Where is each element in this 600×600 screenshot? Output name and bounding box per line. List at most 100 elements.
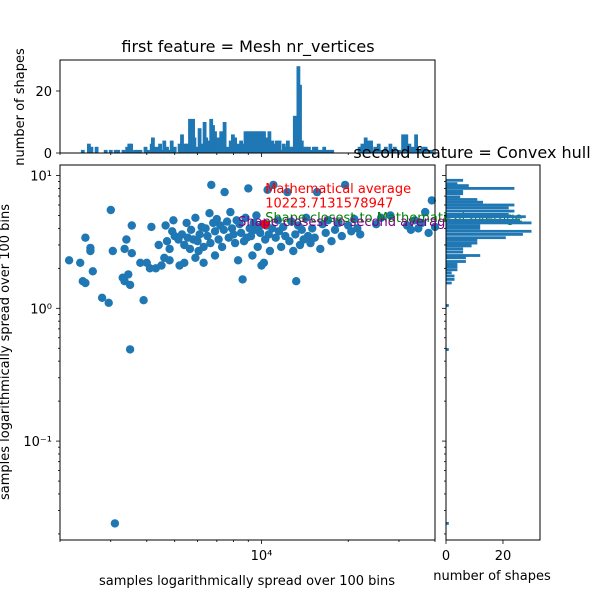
top-histogram-bar — [160, 149, 164, 153]
top-histogram-bar — [162, 140, 167, 153]
scatter-y-label: samples logarithmically spread over 100 … — [0, 204, 13, 500]
top-histogram-bar — [429, 149, 434, 153]
right-histogram-bar — [446, 187, 515, 190]
right-histogram-bar — [446, 213, 509, 216]
right-histogram-bar — [446, 244, 472, 248]
top-histogram-bar — [121, 149, 126, 153]
top-histogram-bar — [265, 137, 269, 153]
top-histogram-bar — [183, 143, 188, 153]
scatter-point — [230, 238, 240, 248]
top-histogram-bar — [357, 146, 362, 153]
top-histogram-bar — [195, 146, 200, 153]
top-histogram-bar — [249, 131, 253, 153]
top-histogram-bar — [211, 125, 215, 153]
top-histogram-bar — [369, 140, 373, 153]
scatter-point — [330, 225, 340, 234]
scatter-point — [376, 213, 386, 222]
scatter-point — [421, 207, 430, 217]
scatter-point — [316, 244, 325, 254]
top-histogram-bar — [108, 149, 113, 153]
top-histogram-bar — [138, 149, 143, 153]
right-histogram-bar — [446, 227, 481, 230]
scatter-point — [233, 256, 243, 265]
right-histogram-frame — [445, 164, 541, 541]
scatter-point — [235, 220, 244, 229]
scatter-point — [302, 213, 311, 222]
top-histogram-bar — [360, 143, 365, 153]
top-histogram-bar — [240, 143, 245, 153]
scatter-point — [241, 213, 250, 222]
scatter-point — [207, 180, 216, 190]
scatter-point — [136, 258, 145, 267]
top-histogram-bar — [376, 143, 381, 153]
scatter-point — [195, 230, 204, 239]
top-histogram-bar — [312, 146, 316, 153]
top-histogram-bar — [388, 143, 393, 153]
top-histogram-bar — [87, 143, 91, 153]
scatter-point — [76, 258, 85, 267]
top-histogram-bar — [94, 146, 99, 153]
top-histogram-bar — [225, 146, 230, 153]
scatter-point — [81, 278, 90, 288]
scatter-point — [86, 243, 95, 253]
scatter-point — [199, 242, 208, 252]
scatter-point — [122, 235, 131, 244]
scatter-point — [139, 296, 148, 305]
top-histogram-bar — [103, 149, 108, 153]
scatter-point — [424, 228, 433, 238]
top-histogram-bar — [220, 137, 225, 153]
top-histogram-bar — [116, 149, 120, 153]
top-histogram-bar — [309, 149, 314, 153]
top-histogram-bar — [89, 146, 94, 153]
top-histogram-bar — [233, 137, 237, 153]
x-tick-label: 10⁴ — [251, 549, 273, 564]
scatter-point — [219, 225, 228, 234]
right-histogram-bar — [446, 184, 469, 187]
scatter-point — [238, 275, 247, 284]
top-histogram-bar — [158, 143, 162, 153]
scatter-point — [226, 207, 235, 217]
top-histogram-bar — [414, 134, 418, 153]
top-histogram-bar — [288, 146, 293, 153]
top-histogram-bar — [216, 137, 221, 153]
scatter-point — [427, 196, 436, 205]
scatter-point — [268, 224, 277, 233]
scatter-point — [291, 230, 300, 239]
right-histogram-bar — [446, 268, 458, 272]
top-histogram-bar — [231, 134, 235, 153]
scatter-point — [265, 246, 275, 256]
scatter-point — [285, 237, 294, 246]
scatter-point — [210, 227, 220, 236]
right-histogram-bar — [446, 247, 464, 251]
scatter-point — [186, 225, 196, 234]
scatter-point — [220, 187, 229, 197]
scatter-point — [125, 280, 135, 290]
scatter-point — [110, 519, 120, 528]
top-histogram-bar — [172, 146, 177, 153]
right-histogram-bar — [446, 206, 509, 210]
scatter-point — [108, 246, 118, 256]
scatter-point — [191, 213, 200, 222]
scatter-point — [106, 205, 116, 215]
right-histogram-bars — [446, 178, 532, 525]
scatter-point — [161, 221, 170, 230]
scatter-point — [157, 261, 166, 270]
right-histogram-bar — [446, 250, 464, 254]
right-histogram-bar — [446, 218, 521, 222]
top-histogram-bar — [319, 149, 323, 153]
right-histogram-x-ticks: 0 20 — [442, 540, 511, 564]
top-histogram-bar — [254, 131, 259, 153]
top-histogram-bar — [383, 146, 388, 153]
top-histogram-bar — [257, 131, 261, 153]
scatter-point — [169, 216, 178, 225]
right-histogram-bar — [446, 200, 483, 204]
scatter-point — [154, 240, 163, 250]
scatter-point — [64, 256, 74, 265]
right-histogram-bar — [446, 192, 464, 196]
scatter-point — [303, 231, 313, 241]
scatter-point — [214, 235, 223, 244]
top-histogram-bar — [281, 143, 286, 153]
top-histogram-bar — [192, 137, 197, 153]
scatter-point — [246, 231, 256, 241]
top-histogram-bar — [363, 137, 368, 153]
